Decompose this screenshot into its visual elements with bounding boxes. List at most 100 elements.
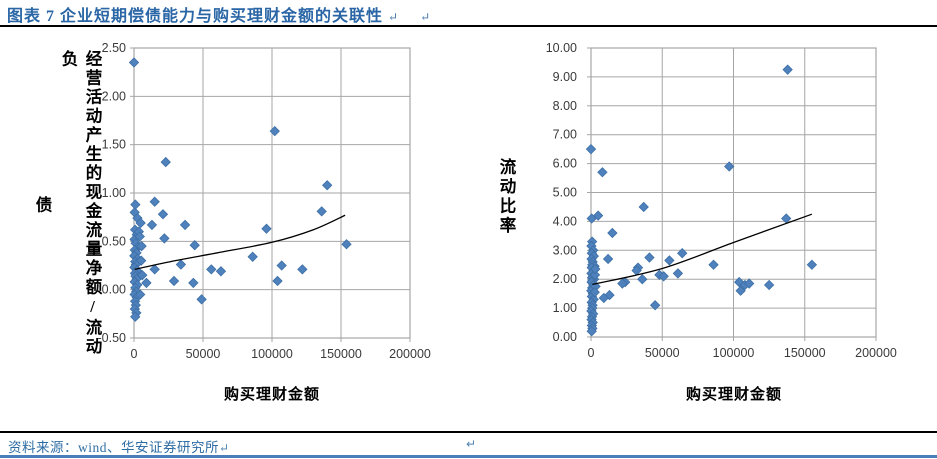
- data-point: [179, 219, 191, 231]
- y-tick-label: 8.00: [553, 99, 577, 113]
- data-point: [744, 278, 755, 289]
- data-point: [269, 125, 280, 137]
- data-point: [146, 219, 158, 231]
- data-point: [585, 143, 597, 155]
- data-point: [589, 287, 600, 298]
- data-point: [724, 161, 735, 172]
- data-point: [592, 210, 604, 221]
- data-point: [598, 292, 609, 304]
- paragraph-return-mark: ↵: [219, 441, 230, 455]
- data-point: [160, 156, 171, 168]
- y-tick-label: 2.50: [102, 41, 126, 55]
- y-tick-label: 10.00: [546, 41, 577, 55]
- figure-title: 图表 7 企业短期偿债能力与购买理财金额的关联性: [7, 8, 384, 25]
- data-point: [672, 268, 684, 279]
- data-point: [735, 285, 746, 296]
- y-tick-label: 2.00: [553, 272, 577, 286]
- data-point: [782, 64, 793, 75]
- y-tick-label: 3.00: [553, 243, 577, 257]
- y-tick-label: 2.00: [102, 89, 126, 103]
- paragraph-return-mark: ↵: [388, 10, 400, 24]
- data-point: [590, 263, 601, 275]
- x-tick-label: 150000: [784, 346, 826, 360]
- data-point: [134, 231, 145, 242]
- data-point: [206, 264, 217, 275]
- data-point: [658, 271, 669, 282]
- data-point: [149, 264, 160, 275]
- data-point: [272, 275, 283, 287]
- data-point: [175, 259, 187, 270]
- data-point: [261, 223, 272, 234]
- source-text: 资料来源：wind、华安证券研究所: [8, 440, 219, 455]
- data-point: [644, 252, 655, 263]
- data-point: [135, 289, 146, 300]
- paragraph-return-mark: ↵: [420, 10, 432, 24]
- data-point: [637, 274, 648, 285]
- left-y-axis-title: 经营活动产生的现金流量净额/流动负: [59, 50, 102, 357]
- data-point: [135, 217, 146, 229]
- y-tick-label: 0.00: [553, 330, 577, 344]
- data-point: [215, 266, 227, 277]
- data-point: [128, 57, 140, 68]
- data-point: [649, 300, 661, 311]
- left-x-axis-title: 购买理财金额: [223, 387, 320, 403]
- data-point: [168, 275, 180, 287]
- data-point: [137, 270, 148, 281]
- x-tick-label: 0: [131, 347, 138, 361]
- data-point: [597, 167, 608, 178]
- data-point: [586, 326, 597, 337]
- data-point: [189, 240, 200, 251]
- x-tick-label: 50000: [186, 347, 221, 361]
- data-point: [806, 259, 818, 270]
- right-y-axis-title: 流动比率: [497, 158, 516, 236]
- data-point: [607, 227, 618, 239]
- data-point: [188, 277, 199, 289]
- right-scatter-plot: 0 50000 100000 150000 200000 10.00 9.00 8.00 7.0…: [546, 41, 897, 360]
- data-point: [677, 248, 688, 259]
- data-point: [316, 206, 327, 217]
- figure-title-row: 图表 7 企业短期偿债能力与购买理财金额的关联性 ↵ ↵: [7, 2, 431, 26]
- data-point: [322, 180, 333, 191]
- left-scatter-plot: 0 50000 100000 150000 200000 2.50 2.00 1.50 1.00…: [98, 41, 431, 361]
- data-point: [196, 294, 207, 305]
- trend-line: [134, 214, 346, 271]
- title-divider-line: [0, 25, 937, 27]
- right-x-axis-title: 购买理财金额: [685, 387, 782, 403]
- y-tick-label: 0.50: [102, 234, 126, 248]
- x-tick-label: 200000: [855, 346, 897, 360]
- data-point: [708, 259, 719, 270]
- plot-border: [133, 47, 411, 339]
- x-tick-label: 50000: [645, 346, 680, 360]
- plot-border: [590, 47, 877, 338]
- data-point: [297, 264, 308, 275]
- y-tick-label: 7.00: [553, 128, 577, 142]
- y-tick-label: 5.00: [553, 186, 577, 200]
- data-point: [247, 251, 258, 262]
- data-point: [664, 255, 675, 266]
- y-tick-label: 1.50: [102, 138, 126, 152]
- bottom-border-line: [0, 455, 937, 458]
- data-point: [602, 253, 614, 265]
- y-tick-label: 0.00: [102, 283, 126, 297]
- x-tick-label: 200000: [389, 347, 431, 361]
- x-tick-label: 150000: [320, 347, 362, 361]
- data-point: [763, 279, 775, 291]
- data-point: [136, 255, 147, 266]
- y-tick-label: 6.00: [553, 157, 577, 171]
- data-point: [130, 311, 141, 322]
- data-point: [141, 277, 152, 289]
- data-point: [130, 199, 141, 210]
- data-point: [341, 239, 352, 250]
- data-point: [276, 260, 287, 271]
- y-tick-label: 1.00: [553, 301, 577, 315]
- trend-line: [592, 213, 813, 286]
- x-tick-label: 100000: [713, 346, 755, 360]
- y-tick-label: 1.00: [102, 186, 126, 200]
- y-tick-label: 4.00: [553, 214, 577, 228]
- data-point: [617, 278, 628, 289]
- paragraph-return-mark: ↵: [466, 437, 477, 451]
- data-point: [589, 269, 601, 281]
- x-tick-label: 0: [588, 346, 595, 360]
- y-tick-label: 9.00: [553, 70, 577, 84]
